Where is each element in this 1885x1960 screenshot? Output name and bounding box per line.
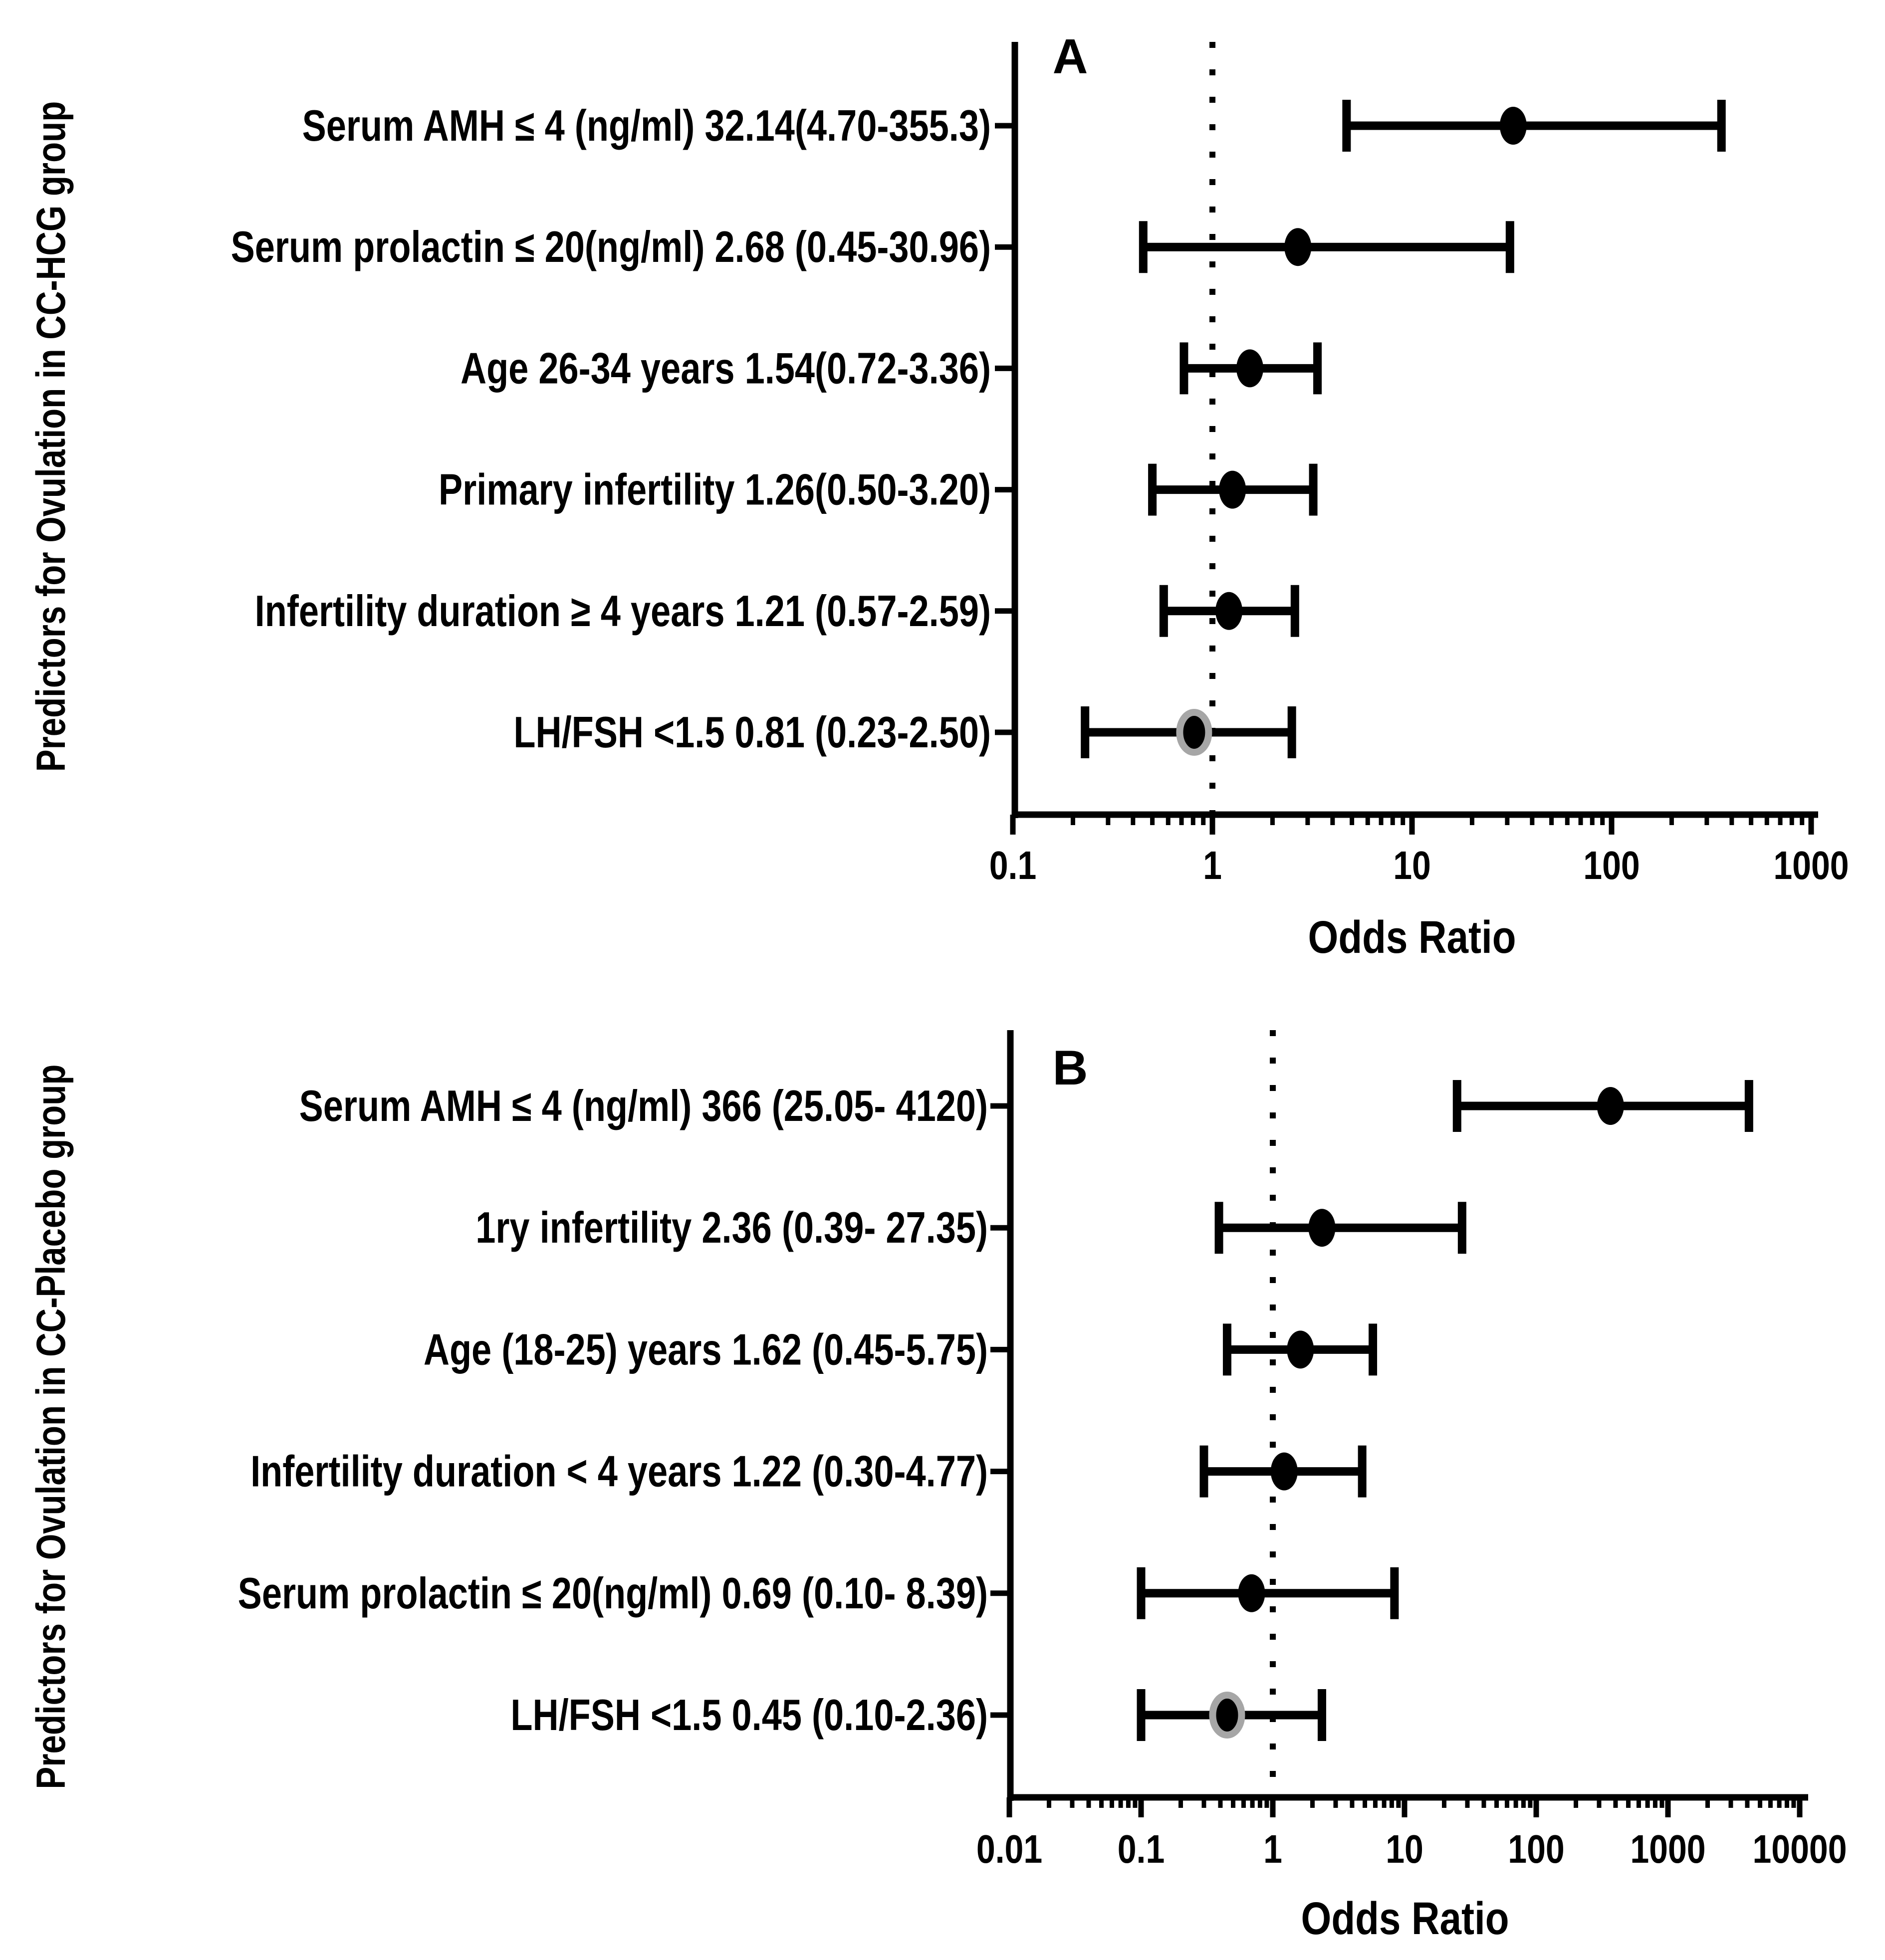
forest-row: LH/FSH <1.5 0.81 (0.23-2.50) — [513, 706, 1296, 758]
or-marker — [1238, 1574, 1265, 1612]
or-marker — [1176, 709, 1212, 756]
or-marker — [1209, 1692, 1245, 1739]
row-label: Serum prolactin ≤ 20(ng/ml) 0.69 (0.10- … — [238, 1569, 988, 1618]
or-marker — [1219, 470, 1246, 509]
x-axis-title: Odds Ratio — [1308, 912, 1516, 963]
x-tick-label: 1 — [1203, 843, 1222, 887]
or-marker — [1499, 107, 1527, 145]
row-label: Serum AMH ≤ 4 (ng/ml) 366 (25.05- 4120) — [299, 1082, 988, 1130]
forest-row: Serum AMH ≤ 4 (ng/ml) 366 (25.05- 4120) — [299, 1080, 1753, 1132]
forest-row: Serum prolactin ≤ 20(ng/ml) 2.68 (0.45-3… — [231, 221, 1514, 273]
x-tick-label: 1000 — [1773, 843, 1849, 887]
panel-a: Predictors for Ovulation in CC-HCG group… — [28, 29, 1849, 963]
or-marker — [1270, 1452, 1298, 1491]
row-label: Infertility duration ≥ 4 years 1.21 (0.5… — [255, 587, 991, 636]
x-tick-label: 10000 — [1752, 1827, 1847, 1871]
row-label: LH/FSH <1.5 0.45 (0.10-2.36) — [510, 1691, 988, 1740]
x-tick-label: 10 — [1393, 843, 1431, 887]
x-tick-label: 0.01 — [976, 1827, 1042, 1871]
x-tick-label: 1000 — [1630, 1827, 1705, 1871]
forest-row: Infertility duration < 4 years 1.22 (0.3… — [250, 1445, 1367, 1498]
forest-row: Age 26-34 years 1.54(0.72-3.36) — [461, 342, 1322, 395]
or-marker — [1287, 1330, 1314, 1369]
row-label: Age (18-25) years 1.62 (0.45-5.75) — [424, 1325, 988, 1374]
forest-row: LH/FSH <1.5 0.45 (0.10-2.36) — [510, 1689, 1326, 1741]
x-tick-label: 1 — [1263, 1827, 1282, 1871]
forest-row: Age (18-25) years 1.62 (0.45-5.75) — [424, 1323, 1378, 1376]
x-tick-label: 0.1 — [989, 843, 1037, 887]
panel-b: Predictors for Ovulation in CC-Placebo g… — [28, 1030, 1847, 1944]
or-marker — [1308, 1209, 1336, 1247]
x-tick-label: 100 — [1583, 843, 1640, 887]
forest-row: Serum prolactin ≤ 20(ng/ml) 0.69 (0.10- … — [238, 1567, 1399, 1619]
forest-row: Infertility duration ≥ 4 years 1.21 (0.5… — [255, 585, 1299, 637]
row-label: Primary infertility 1.26(0.50-3.20) — [439, 465, 991, 514]
row-label: Infertility duration < 4 years 1.22 (0.3… — [250, 1447, 988, 1496]
row-label: Serum AMH ≤ 4 (ng/ml) 32.14(4.70-355.3) — [302, 101, 991, 150]
x-axis-title: Odds Ratio — [1301, 1893, 1509, 1944]
y-axis-label: Predictors for Ovulation in CC-Placebo g… — [28, 1065, 74, 1789]
row-label: 1ry infertility 2.36 (0.39- 27.35) — [475, 1203, 988, 1252]
panel-letter: A — [1053, 29, 1088, 84]
or-marker — [1215, 592, 1243, 630]
or-marker — [1597, 1087, 1624, 1125]
forest-row: 1ry infertility 2.36 (0.39- 27.35) — [475, 1202, 1466, 1254]
or-marker — [1284, 228, 1312, 266]
panel-letter: B — [1053, 1040, 1088, 1095]
y-axis-label: Predictors for Ovulation in CC-HCG group — [28, 101, 74, 772]
row-label: Serum prolactin ≤ 20(ng/ml) 2.68 (0.45-3… — [231, 222, 991, 271]
row-label: LH/FSH <1.5 0.81 (0.23-2.50) — [513, 708, 991, 757]
x-tick-label: 0.1 — [1118, 1827, 1165, 1871]
row-label: Age 26-34 years 1.54(0.72-3.36) — [461, 344, 991, 393]
forest-row: Serum AMH ≤ 4 (ng/ml) 32.14(4.70-355.3) — [302, 100, 1726, 152]
x-tick-label: 10 — [1386, 1827, 1423, 1871]
x-tick-label: 100 — [1508, 1827, 1564, 1871]
or-marker — [1236, 349, 1264, 388]
forest-row: Primary infertility 1.26(0.50-3.20) — [439, 463, 1318, 516]
